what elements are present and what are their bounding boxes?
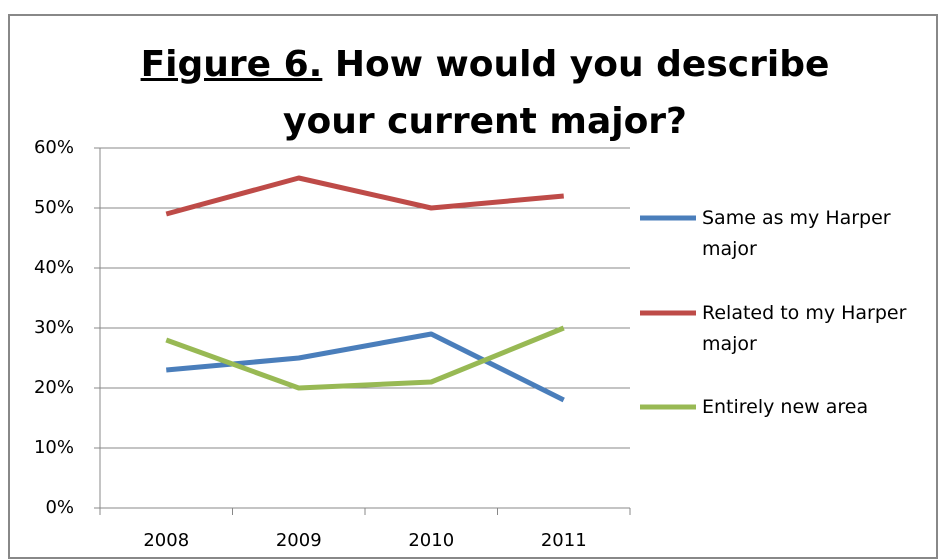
chart-title: Figure 6. How would you describe your cu… xyxy=(100,36,870,150)
legend-label: Related to my Harper major xyxy=(702,302,907,355)
y-tick-label: 40% xyxy=(34,257,74,278)
series-line xyxy=(165,175,564,217)
y-tick-label: 0% xyxy=(45,497,74,518)
x-tick-label: 2009 xyxy=(276,530,322,551)
series-line xyxy=(166,331,565,403)
x-tick-label: 2008 xyxy=(143,530,189,551)
y-tick-label: 60% xyxy=(34,137,74,158)
y-tick-label: 20% xyxy=(34,377,74,398)
legend-label: Same as my Harper major xyxy=(702,207,891,260)
y-tick-label: 50% xyxy=(34,197,74,218)
legend-label: Entirely new area xyxy=(702,396,869,418)
x-tick-label: 2011 xyxy=(541,530,587,551)
y-tick-label: 30% xyxy=(34,317,74,338)
y-tick-label: 10% xyxy=(34,437,74,458)
title-text: How would you describe your current majo… xyxy=(283,44,830,142)
series-line xyxy=(165,325,565,391)
x-tick-label: 2010 xyxy=(408,530,454,551)
title-label: Figure 6. xyxy=(140,44,323,85)
